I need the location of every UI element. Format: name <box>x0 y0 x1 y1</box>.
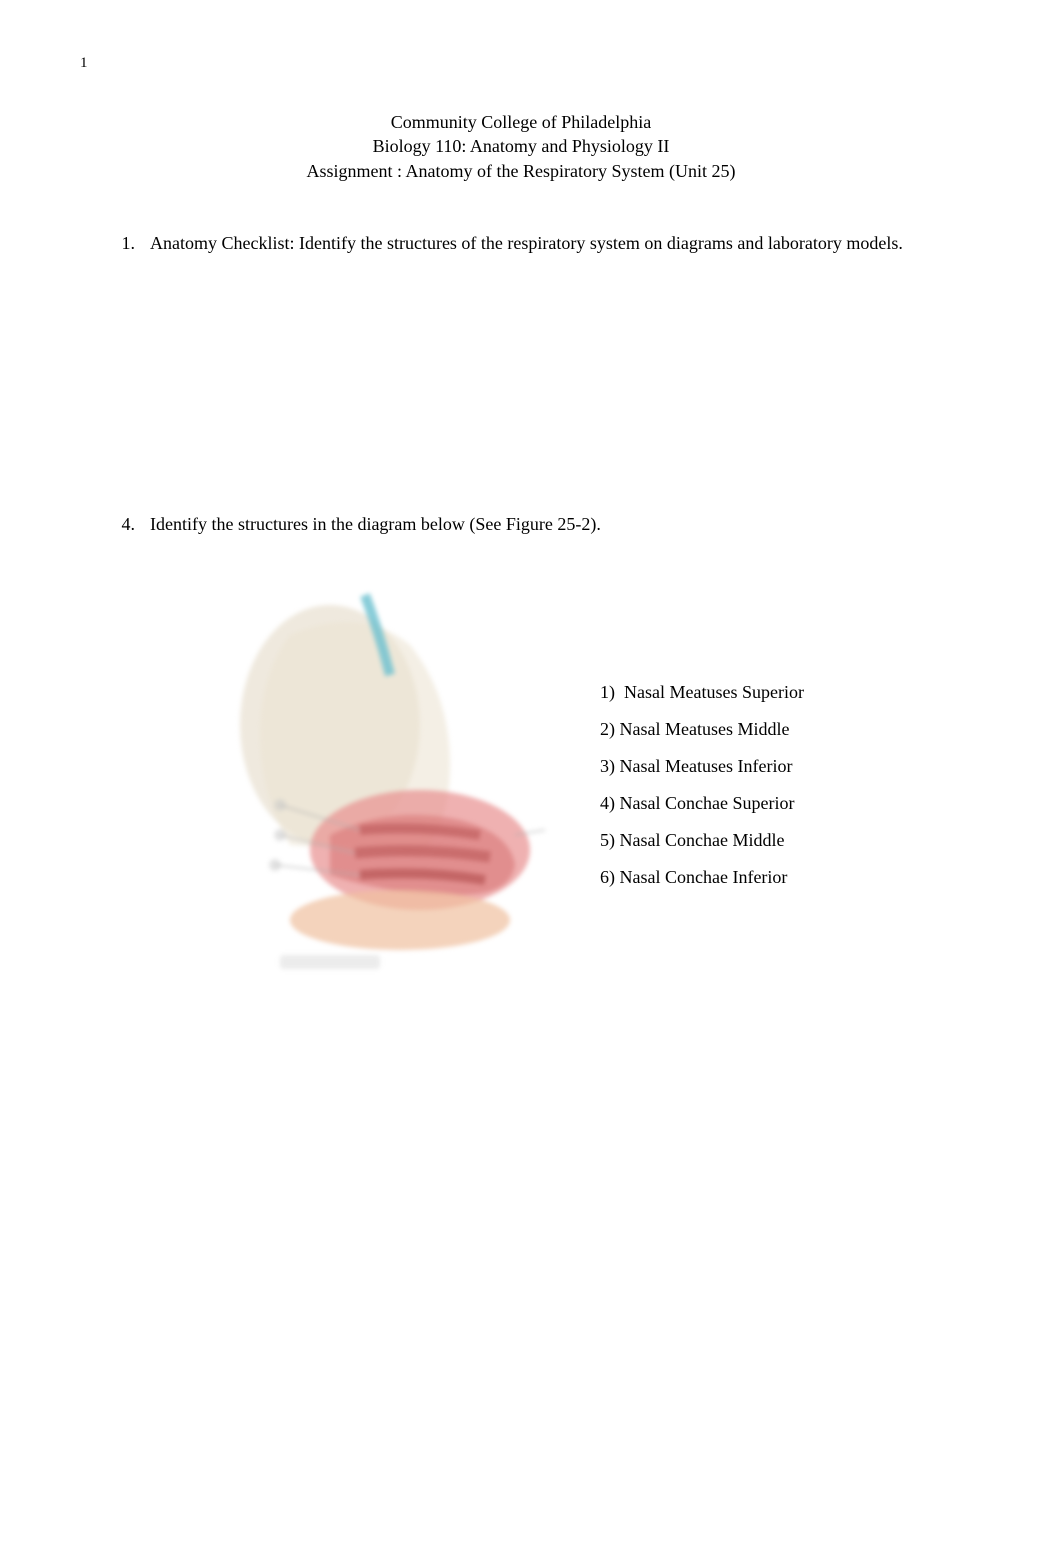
page-number: 1 <box>80 55 88 72</box>
header-institution: Community College of Philadelphia <box>80 110 962 134</box>
anatomy-diagram <box>130 575 550 995</box>
answer-6: 6) Nasal Conchae Inferior <box>600 859 804 896</box>
answer-3: 3) Nasal Meatuses Inferior <box>600 748 804 785</box>
answer-2-number: 2) <box>600 719 615 739</box>
answer-5-number: 5) <box>600 830 615 850</box>
question-4: 4. Identify the structures in the diagra… <box>105 514 962 535</box>
answer-1-number: 1) <box>600 682 615 702</box>
answer-4-label: Nasal Conchae Superior <box>620 793 795 813</box>
answer-6-number: 6) <box>600 867 615 887</box>
answer-5-label: Nasal Conchae Middle <box>620 830 785 850</box>
answer-1: 1) Nasal Meatuses Superior <box>600 674 804 711</box>
answer-2-label: Nasal Meatuses Middle <box>620 719 790 739</box>
diagram-section: 1) Nasal Meatuses Superior 2) Nasal Meat… <box>130 575 962 995</box>
question-4-number: 4. <box>105 514 135 535</box>
answer-4-number: 4) <box>600 793 615 813</box>
answer-1-label: Nasal Meatuses Superior <box>624 682 804 702</box>
header-assignment: Assignment : Anatomy of the Respiratory … <box>80 159 962 183</box>
answer-5: 5) Nasal Conchae Middle <box>600 822 804 859</box>
question-1-number: 1. <box>105 233 135 254</box>
answer-2: 2) Nasal Meatuses Middle <box>600 711 804 748</box>
question-1: 1. Anatomy Checklist: Identify the struc… <box>105 233 962 254</box>
document-header: Community College of Philadelphia Biolog… <box>80 110 962 183</box>
answer-4: 4) Nasal Conchae Superior <box>600 785 804 822</box>
answer-3-number: 3) <box>600 756 615 776</box>
answer-6-label: Nasal Conchae Inferior <box>620 867 788 887</box>
question-4-text: Identify the structures in the diagram b… <box>150 514 962 535</box>
answer-list: 1) Nasal Meatuses Superior 2) Nasal Meat… <box>600 674 804 895</box>
question-1-text: Anatomy Checklist: Identify the structur… <box>150 233 962 254</box>
header-course: Biology 110: Anatomy and Physiology II <box>80 134 962 158</box>
answer-3-label: Nasal Meatuses Inferior <box>620 756 793 776</box>
